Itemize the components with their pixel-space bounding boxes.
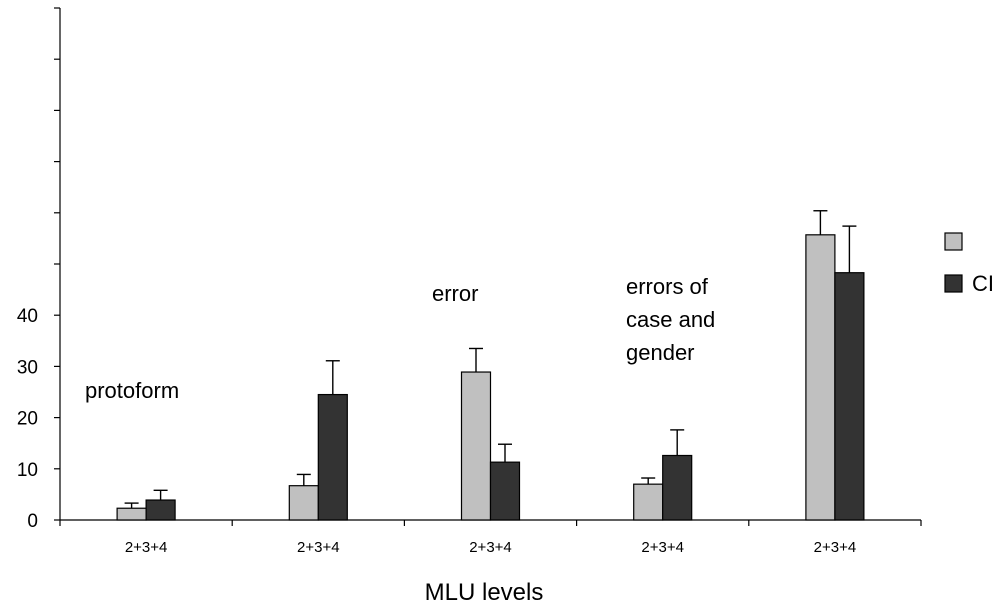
legend: CI [944, 232, 994, 296]
bar-series-ci [662, 454, 693, 521]
x-category-label: 2+3+4 [469, 539, 512, 556]
legend-label: CI [972, 271, 994, 296]
x-category-label: 2+3+4 [125, 539, 168, 556]
bar-series-1 [805, 234, 836, 521]
y-tick-label: 10 [17, 460, 38, 481]
x-category-label: 2+3+4 [814, 539, 857, 556]
bar-series-ci [834, 272, 865, 521]
legend-swatch [944, 274, 963, 293]
plot-area: 0 10 20 30 40 2+3+4 2+3+4 2+3+4 2+3+4 2+3+4 [17, 7, 922, 556]
chart-annotation: error [432, 281, 478, 306]
annotations: protoform error errors of case and gender [85, 274, 715, 403]
bar-series-1 [633, 483, 664, 521]
y-tick-label: 0 [27, 511, 38, 532]
bar-series-1 [116, 507, 147, 521]
bar-series-ci [145, 499, 176, 521]
x-axis-label: MLU levels [425, 579, 544, 606]
x-category-label: 2+3+4 [641, 539, 684, 556]
chart-annotation: protoform [85, 378, 179, 403]
y-tick-label: 20 [17, 409, 38, 430]
x-category-label: 2+3+4 [297, 539, 340, 556]
bar-series-ci [317, 393, 348, 521]
chart-annotation: errors of case and gender [626, 274, 715, 365]
bar-series-1 [288, 485, 319, 521]
legend-swatch [944, 232, 963, 251]
bar-series-ci [489, 461, 521, 521]
y-tick-label: 30 [17, 357, 38, 378]
bar-series-1 [460, 371, 492, 521]
y-tick-label: 40 [17, 306, 38, 327]
